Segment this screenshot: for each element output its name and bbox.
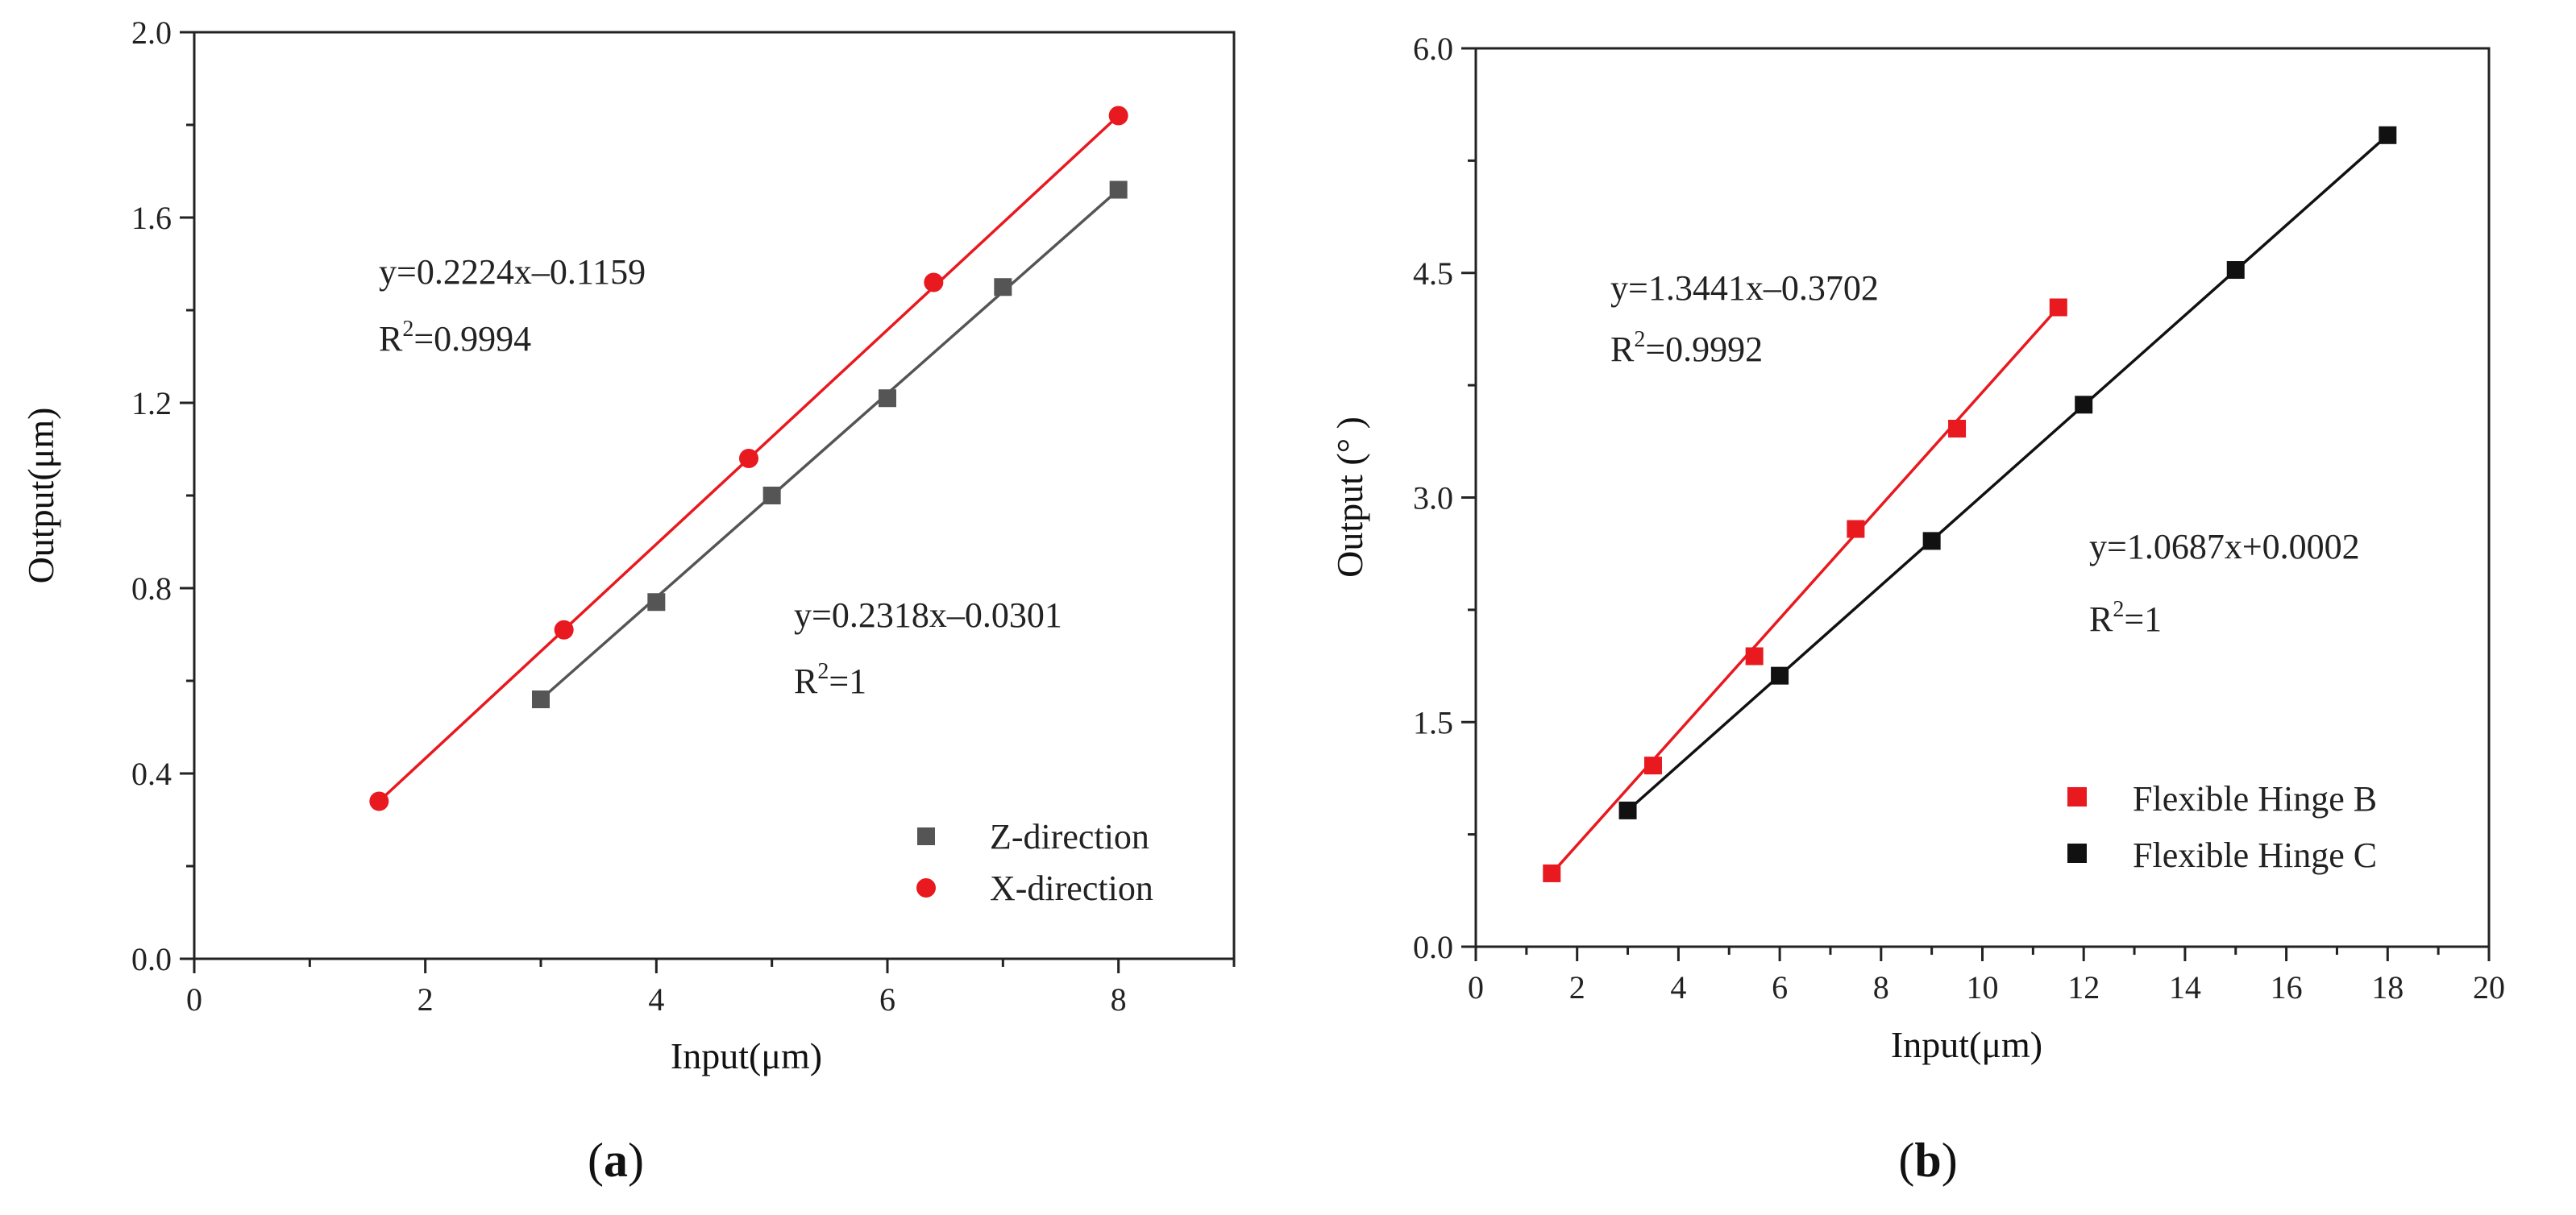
chart-b-point-flexible-hinge-b (1543, 864, 1561, 882)
chart-b-point-flexible-hinge-c (2075, 396, 2093, 414)
chart-b-y-tick-label: 3.0 (1413, 480, 1453, 516)
chart-a-legend-label-x: X-direction (990, 869, 1153, 908)
chart-b-x-tick-label: 8 (1873, 969, 1889, 1006)
chart-b-x-tick-label: 12 (2067, 969, 2100, 1006)
chart-a-x-tick-label: 6 (879, 981, 895, 1018)
chart-a-x-axis-label: Input(μm) (671, 1035, 822, 1076)
chart-b: 0 2 4 6 8 10 12 14 16 18 20 0.0 1.5 3.0 4.5 6.0 Input(… (1329, 31, 2505, 1187)
chart-b-point-flexible-hinge-b (2049, 298, 2067, 317)
chart-a-y-tick-label: 0.4 (131, 756, 172, 792)
chart-a-caption: (a) (588, 1134, 644, 1187)
chart-b-x-tick-label: 16 (2271, 969, 2303, 1006)
chart-a-legend: Z-direction X-direction (916, 817, 1153, 908)
chart-b-x-tick-label: 20 (2473, 969, 2505, 1006)
chart-a-y-axis-label: Output(μm) (20, 408, 61, 584)
chart-a-eq2-r2-sup: 2 (817, 659, 829, 684)
chart-a-y-tick-label: 0.0 (131, 941, 172, 977)
chart-a-eq1-line: y=0.2224x–0.1159 (379, 252, 646, 292)
chart-b-point-flexible-hinge-b (1847, 520, 1865, 538)
chart-a-x-tick-label: 8 (1111, 981, 1127, 1018)
chart-a-point-z-direction (647, 593, 666, 612)
chart-a-y-tick-label: 0.8 (131, 570, 172, 607)
chart-b-eq1-r2-prefix: R (1610, 330, 1635, 369)
chart-b-y-tick-label: 4.5 (1413, 255, 1453, 292)
chart-b-y-ticks: 0.0 1.5 3.0 4.5 6.0 (1413, 31, 1476, 965)
chart-b-caption: (b) (1898, 1134, 1957, 1187)
chart-b-eq1-line: y=1.3441x–0.3702 (1610, 268, 1879, 308)
chart-b-eq2-line: y=1.0687x+0.0002 (2089, 527, 2360, 566)
chart-b-eq2-r2-sup: 2 (2113, 597, 2124, 622)
chart-a-eq2-r2-value: =1 (829, 661, 866, 701)
chart-b-eq1-r2-sup: 2 (1634, 327, 1645, 352)
chart-b-y-axis-label: Output (° ) (1329, 417, 1370, 578)
chart-a-x-tick-label: 0 (186, 981, 202, 1018)
chart-a-point-x-direction (739, 449, 758, 468)
chart-a-y-tick-label: 1.2 (131, 385, 172, 421)
chart-a-eq1-r2: R2=0.9994 (379, 317, 531, 359)
chart-a-eq2-line: y=0.2318x–0.0301 (794, 595, 1062, 635)
chart-b-x-tick-label: 14 (2169, 969, 2201, 1006)
chart-a-point-x-direction (554, 620, 574, 640)
chart-a-point-x-direction (1108, 106, 1128, 126)
chart-a-point-x-direction (369, 791, 389, 811)
chart-b-legend-marker-b (2067, 787, 2087, 807)
chart-b-x-tick-label: 2 (1569, 969, 1585, 1006)
chart-b-point-flexible-hinge-c (2379, 126, 2397, 144)
chart-a-x-ticks: 0 2 4 6 8 (186, 959, 1236, 1018)
chart-b-eq2-r2-prefix: R (2089, 599, 2113, 639)
chart-a-eq1-r2-prefix: R (379, 319, 403, 359)
chart-b-legend-marker-c (2067, 844, 2087, 863)
chart-b-fit-lines (1550, 134, 2389, 875)
chart-a-y-ticks: 0.0 0.4 0.8 1.2 1.6 2.0 (131, 15, 194, 977)
chart-b-point-flexible-hinge-c (1618, 801, 1637, 819)
chart-b-eq2-r2-value: =1 (2124, 599, 2162, 639)
chart-a-point-z-direction (532, 690, 550, 708)
chart-b-x-tick-label: 4 (1670, 969, 1686, 1006)
chart-b-eq1-r2: R2=0.9992 (1610, 327, 1763, 369)
chart-a-legend-marker-z (917, 827, 935, 845)
chart-b-x-ticks: 0 2 4 6 8 10 12 14 16 18 20 (1468, 947, 2505, 1006)
chart-a-x-tick-label: 4 (648, 981, 664, 1018)
chart-b-points (1543, 126, 2397, 882)
chart-a-point-x-direction (924, 272, 944, 292)
chart-a-points (369, 106, 1128, 811)
chart-b-point-flexible-hinge-b (1643, 757, 1662, 775)
chart-b-eq2-r2: R2=1 (2089, 597, 2162, 639)
chart-b-point-flexible-hinge-c (2226, 261, 2245, 280)
chart-b-eq1-r2-value: =0.9992 (1645, 330, 1763, 369)
chart-a-point-z-direction (1109, 180, 1128, 199)
chart-b-point-flexible-hinge-b (1948, 420, 1967, 438)
chart-b-y-tick-label: 6.0 (1413, 31, 1453, 67)
chart-a-eq2-r2-prefix: R (794, 661, 818, 701)
chart-b-legend-label-c: Flexible Hinge C (2133, 836, 2377, 875)
chart-a-y-tick-label: 2.0 (131, 15, 172, 51)
chart-b-legend-label-b: Flexible Hinge B (2133, 779, 2377, 819)
chart-b-legend: Flexible Hinge B Flexible Hinge C (2067, 779, 2377, 875)
chart-a-legend-label-z: Z-direction (990, 817, 1149, 856)
chart-b-fit-line-flexible-hinge-c (1627, 134, 2389, 812)
chart-a-eq2-r2: R2=1 (794, 659, 866, 701)
chart-b-x-tick-label: 0 (1468, 969, 1484, 1006)
chart-b-point-flexible-hinge-b (1745, 647, 1764, 666)
chart-a-legend-marker-x (916, 878, 936, 898)
chart-b-point-flexible-hinge-c (1922, 532, 1941, 550)
chart-a-fit-line-z-direction (539, 189, 1120, 701)
chart-a: 0 2 4 6 8 0.0 0.4 0.8 1.2 1.6 2.0 Input(μm) Outpu… (20, 15, 1236, 1187)
chart-a-eq1-r2-sup: 2 (402, 317, 413, 342)
chart-a-x-tick-label: 2 (418, 981, 434, 1018)
chart-b-x-tick-label: 6 (1772, 969, 1788, 1006)
chart-b-x-tick-label: 10 (1967, 969, 1999, 1006)
chart-b-x-axis-label: Input(μm) (1891, 1024, 2042, 1065)
chart-b-x-tick-label: 18 (2371, 969, 2404, 1006)
chart-b-fit-line-flexible-hinge-b (1550, 306, 2060, 875)
chart-a-eq1-r2-value: =0.9994 (413, 319, 531, 359)
chart-b-y-tick-label: 0.0 (1413, 929, 1453, 965)
chart-a-point-z-direction (762, 487, 781, 504)
chart-a-y-tick-label: 1.6 (131, 200, 172, 236)
chart-a-point-z-direction (994, 278, 1012, 296)
chart-a-point-z-direction (879, 389, 896, 408)
chart-b-y-tick-label: 1.5 (1413, 704, 1453, 740)
chart-b-point-flexible-hinge-c (1771, 666, 1789, 685)
